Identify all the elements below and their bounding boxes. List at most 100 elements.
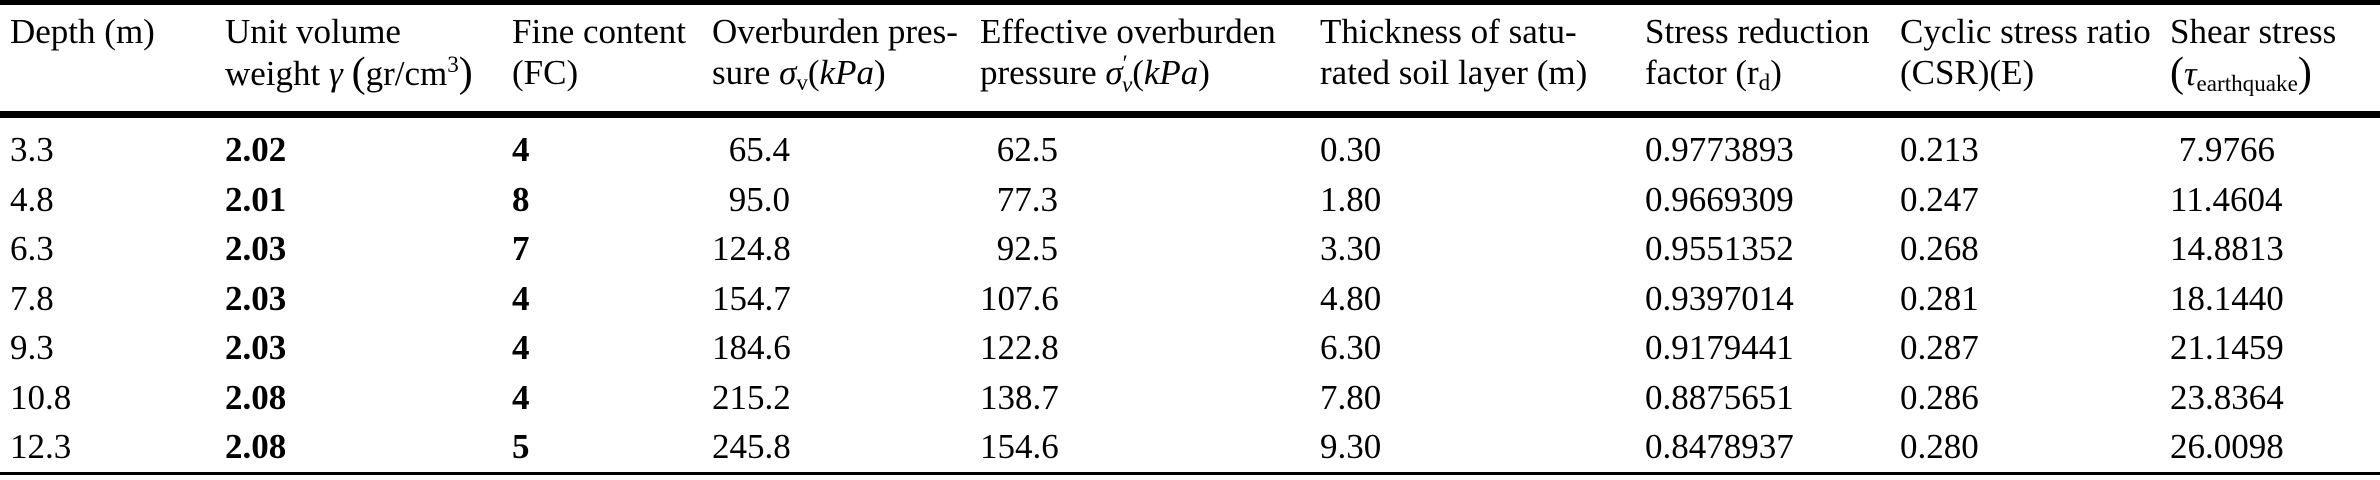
header-text-run: )	[1198, 53, 1210, 92]
cell-overburden-pressure: 124.8	[712, 229, 791, 268]
header-text-run: Shear stress	[2170, 12, 2337, 51]
cell-stress-reduction-factor: 0.9551352	[1645, 229, 1794, 268]
header-text-run: kPa	[1143, 53, 1199, 92]
column-header-overburden-pressure: Overburden pres-sure σv(kPa)	[702, 2, 970, 118]
cell-fine-content: 8	[512, 179, 530, 219]
header-text-run: v	[796, 69, 808, 96]
header-text-run: (	[1132, 53, 1144, 92]
header-line-2	[10, 52, 215, 93]
header-text-run: pressure	[980, 53, 1106, 92]
header-line-1: Depth (m)	[10, 11, 215, 52]
cell-cyclic-stress-ratio: 0.287	[1900, 328, 1979, 367]
column-header-effective-overburden-pressure: Effective overburden pressure σ′v(kPa)	[970, 2, 1310, 118]
header-line-2: (FC)	[512, 52, 702, 93]
cell-cyclic-stress-ratio: 0.281	[1900, 278, 1979, 318]
header-text-run: kPa	[819, 53, 874, 92]
header-line-1: Overburden pres-	[712, 11, 970, 52]
cell-overburden-pressure: 154.7	[712, 278, 791, 318]
header-text-run: Cyclic stress ratio	[1900, 12, 2151, 51]
cell-effective-overburden-pressure: 62.5	[996, 130, 1058, 169]
header-line-2: weight γ (gr/cm3)	[225, 51, 502, 98]
table-row: 4.8 2.01 8 95.0 77.3 1.80 0.9669309 0.247 11.460…	[0, 175, 2380, 225]
cell-saturated-thickness: 6.30	[1320, 328, 1382, 367]
cell-saturated-thickness: 3.30	[1320, 229, 1382, 268]
cell-fine-content: 5	[512, 427, 530, 466]
cell-fine-content: 4	[512, 377, 530, 417]
cell-fine-content: 7	[512, 229, 530, 268]
header-text-run: ′	[1122, 50, 1128, 77]
cell-fine-content: 4	[512, 328, 530, 367]
cell-cyclic-stress-ratio: 0.286	[1900, 377, 1979, 417]
cell-depth: 3.3	[10, 130, 54, 169]
table-row: 10.8 2.08 4 215.2 138.7 7.80 0.8875651 0.286 23.…	[0, 373, 2380, 423]
cell-saturated-thickness: 1.80	[1320, 179, 1382, 219]
cell-stress-reduction-factor: 0.9669309	[1645, 179, 1794, 219]
header-line-1: Cyclic stress ratio	[1900, 11, 2160, 52]
cell-effective-overburden-pressure: 77.3	[996, 179, 1058, 219]
header-text-run: Fine content	[512, 12, 686, 51]
cell-effective-overburden-pressure: 154.6	[980, 427, 1059, 466]
column-header-stress-reduction-factor: Stress reduction factor (rd)	[1635, 2, 1890, 118]
header-line-1: Effective overburden	[980, 11, 1310, 52]
header-text-run: )	[1770, 53, 1782, 92]
column-header-fine-content: Fine content (FC)	[502, 2, 702, 118]
cell-effective-overburden-pressure: 138.7	[980, 377, 1059, 417]
cell-saturated-thickness: 0.30	[1320, 130, 1382, 169]
cell-overburden-pressure: 245.8	[712, 427, 791, 466]
cell-depth: 12.3	[10, 427, 72, 466]
cell-overburden-pressure: 184.6	[712, 328, 791, 367]
header-text-run: Unit volume	[225, 12, 401, 51]
column-header-unit-volume-weight: Unit volume weight γ (gr/cm3)	[215, 2, 502, 118]
cell-shear-stress: 7.9766	[2178, 130, 2275, 169]
cell-unit-volume-weight: 2.03	[225, 229, 287, 268]
header-line-1: Unit volume	[225, 11, 502, 52]
header-text-run: Thickness of satu-	[1320, 12, 1577, 51]
cell-stress-reduction-factor: 0.8478937	[1645, 427, 1794, 466]
header-line-2: pressure σ′v(kPa)	[980, 50, 1310, 97]
table-header: Depth (m) Unit volume weight γ (gr/cm3) Fin…	[0, 2, 2380, 118]
cell-saturated-thickness: 4.80	[1320, 278, 1382, 318]
table-row: 9.3 2.03 4 184.6 122.8 6.30 0.9179441 0.287 21.1…	[0, 323, 2380, 373]
header-line-2: sure σv(kPa)	[712, 52, 970, 97]
header-line-2: rated soil layer (m)	[1320, 52, 1635, 93]
cell-cyclic-stress-ratio: 0.213	[1900, 130, 1979, 169]
cell-unit-volume-weight: 2.02	[225, 130, 287, 169]
column-header-depth: Depth (m)	[0, 2, 215, 118]
header-text-run: Stress reduction	[1645, 12, 1870, 51]
cell-cyclic-stress-ratio: 0.280	[1900, 427, 1979, 466]
cell-stress-reduction-factor: 0.8875651	[1645, 377, 1794, 417]
header-text-run: 3	[447, 51, 459, 78]
cell-overburden-pressure: 95.0	[728, 179, 790, 219]
header-text-run: γ	[329, 54, 343, 93]
cell-unit-volume-weight: 2.03	[225, 328, 287, 367]
header-text-run: σ	[779, 53, 797, 92]
header-text-run: Overburden pres-	[712, 12, 958, 51]
table-row: 6.3 2.03 7 124.8 92.5 3.30 0.9551352 0.268 14.88…	[0, 224, 2380, 274]
header-text-run: rated soil layer (m)	[1320, 53, 1588, 92]
column-header-saturated-thickness: Thickness of satu-rated soil layer (m)	[1310, 2, 1635, 118]
header-line-1: Shear stress	[2170, 11, 2380, 52]
header-text-run: factor (r	[1645, 53, 1759, 92]
header-text-run: Effective overburden	[980, 12, 1276, 51]
header-line-1: Stress reduction	[1645, 11, 1890, 52]
cell-shear-stress: 11.4604	[2170, 179, 2283, 219]
cell-effective-overburden-pressure: 107.6	[980, 278, 1059, 318]
header-text-run: v	[1121, 70, 1133, 97]
table-body: 3.3 2.02 4 65.4 62.5 0.30 0.9773893 0.213 7.9766…	[0, 115, 2380, 474]
cell-cyclic-stress-ratio: 0.247	[1900, 179, 1979, 219]
header-text-run: )	[873, 53, 886, 92]
table-row: 7.8 2.03 4 154.7 107.6 4.80 0.9397014 0.281 18.1…	[0, 274, 2380, 324]
header-text-run: (	[2170, 50, 2184, 97]
header-text-run	[343, 54, 352, 93]
cell-depth: 6.3	[10, 229, 54, 268]
header-line-1: Thickness of satu-	[1320, 11, 1635, 52]
header-text-run: (FC)	[512, 53, 579, 92]
cell-depth: 4.8	[10, 179, 54, 219]
header-text-run: sure	[712, 53, 780, 92]
cell-stress-reduction-factor: 0.9773893	[1645, 130, 1794, 169]
cell-saturated-thickness: 7.80	[1320, 377, 1382, 417]
header-text-run: (CSR)(E)	[1900, 53, 2035, 92]
cell-shear-stress: 23.8364	[2170, 377, 2284, 417]
header-line-2: factor (rd)	[1645, 52, 1890, 97]
